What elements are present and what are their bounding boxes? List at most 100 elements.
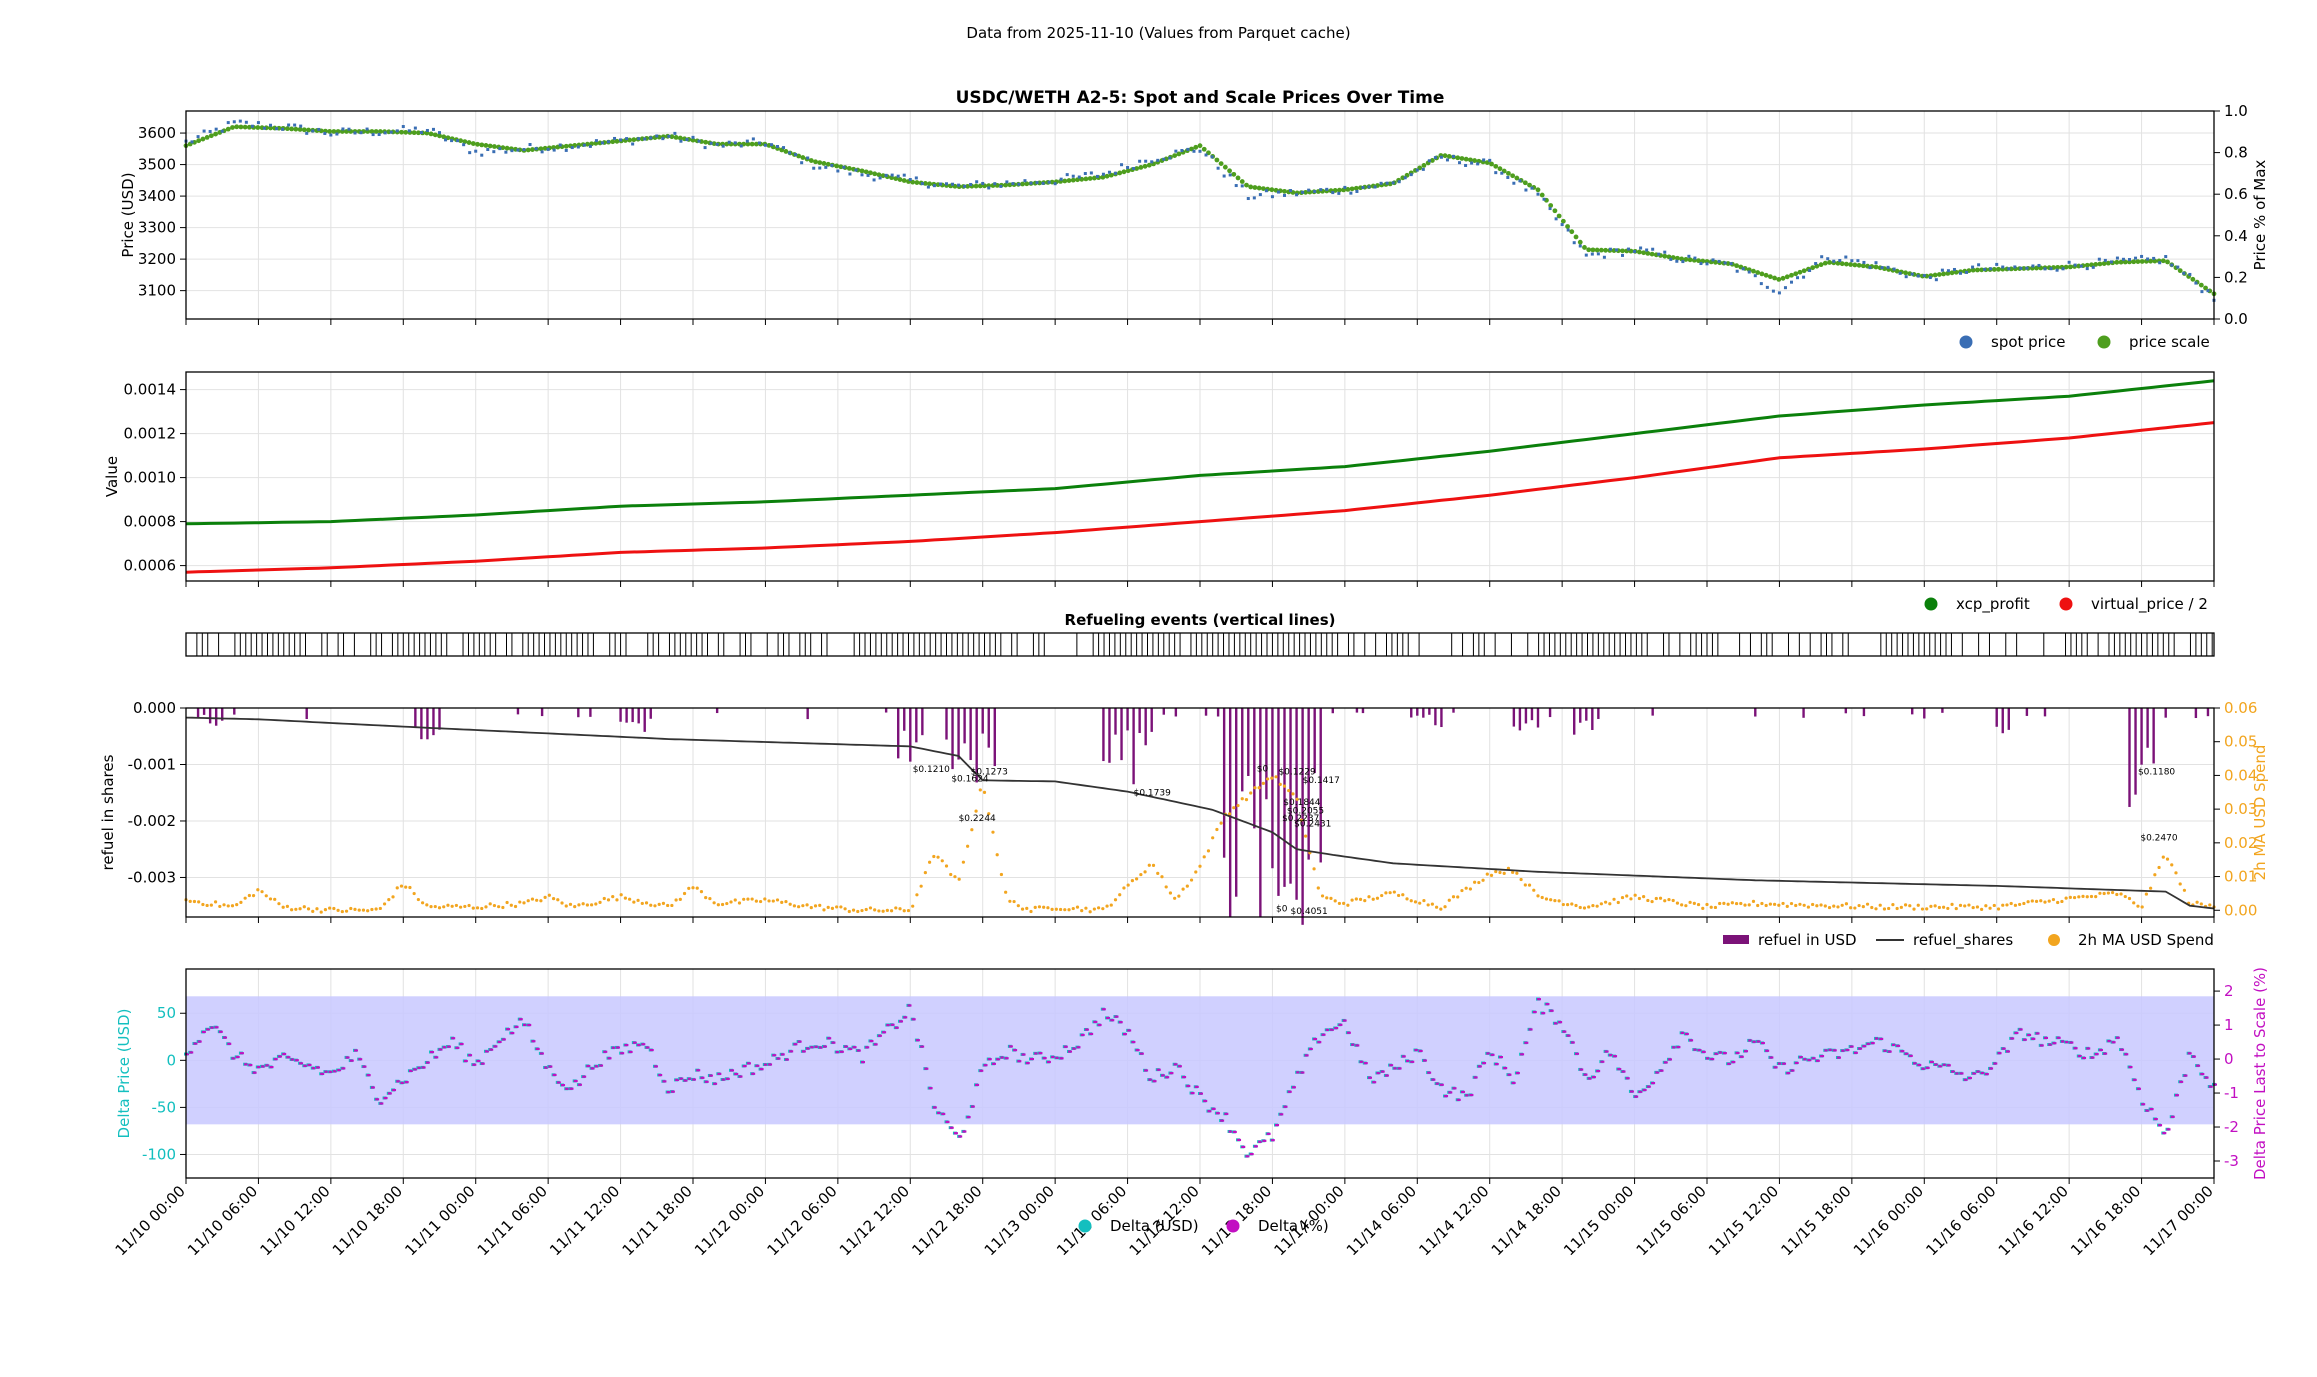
refuel-usd-bar bbox=[2206, 708, 2210, 717]
spot-price-point bbox=[1796, 276, 1800, 280]
refuel-usd-bar bbox=[214, 708, 218, 726]
ma-spend-point bbox=[1616, 900, 1620, 905]
spot-price-point bbox=[1258, 193, 1262, 197]
ma-spend-point bbox=[606, 898, 611, 902]
spot-price-point bbox=[697, 139, 701, 143]
delta-pct-point bbox=[1245, 1155, 1250, 1158]
delta-pct-point bbox=[1460, 1090, 1465, 1094]
price-scale-point bbox=[1252, 185, 1258, 190]
delta-pct-point bbox=[1811, 1057, 1816, 1060]
ma-spend-point bbox=[843, 907, 847, 911]
x-tick-label: 11/11 06:00 bbox=[474, 1182, 551, 1259]
legend-virtual-price-marker bbox=[2059, 597, 2073, 611]
refuel-usd-bar bbox=[1911, 708, 1914, 715]
delta-pct-point bbox=[594, 1065, 599, 1068]
spot-price-point bbox=[806, 156, 810, 160]
price-scale-point bbox=[483, 143, 489, 148]
ma-spend-point bbox=[1418, 901, 1422, 905]
delta-pct-point bbox=[2115, 1036, 2120, 1039]
price-scale-point bbox=[1941, 271, 1946, 277]
spot-price-point bbox=[1983, 267, 1987, 271]
delta-pct-point bbox=[201, 1030, 206, 1034]
refuel-usd-bar bbox=[975, 708, 978, 783]
price-scale-point bbox=[242, 124, 248, 130]
spot-price-point bbox=[1560, 223, 1564, 227]
ma-spend-point bbox=[822, 908, 826, 912]
price-scale-point bbox=[1201, 146, 1207, 152]
price-scale-point bbox=[2177, 268, 2183, 274]
price-scale-point bbox=[1848, 262, 1854, 267]
ma-spend-point bbox=[835, 905, 839, 909]
delta-pct-point bbox=[810, 1046, 815, 1049]
delta-pct-point bbox=[615, 1046, 620, 1049]
legend-delta-usd-marker bbox=[1078, 1219, 1092, 1233]
delta-pct-point bbox=[1613, 1055, 1618, 1058]
ma-spend-point bbox=[1219, 821, 1223, 825]
delta-pct-point bbox=[941, 1112, 946, 1116]
spot-price-point bbox=[1596, 252, 1600, 256]
y2-axis-label: Price % of Max bbox=[2251, 160, 2269, 271]
ma-spend-point bbox=[1016, 904, 1020, 908]
ma-spend-point bbox=[1168, 891, 1173, 895]
ma-spend-point bbox=[526, 899, 530, 903]
ma-spend-point bbox=[1920, 907, 1925, 911]
delta-pct-point bbox=[1456, 1098, 1461, 1101]
delta-pct-point bbox=[2111, 1041, 2116, 1044]
ma-spend-point bbox=[682, 891, 687, 896]
delta-pct-point bbox=[1465, 1094, 1470, 1097]
spot-price-point bbox=[1542, 197, 1546, 201]
ma-spend-point bbox=[518, 900, 522, 904]
ma-spend-point bbox=[1705, 902, 1709, 907]
delta-pct-point bbox=[911, 1018, 916, 1021]
ma-spend-point bbox=[1882, 907, 1887, 911]
delta-pct-point bbox=[1393, 1067, 1398, 1070]
refuel-usd-bar bbox=[1120, 708, 1123, 761]
spot-price-point bbox=[431, 127, 435, 131]
spot-price-point bbox=[1023, 179, 1027, 183]
delta-pct-point bbox=[818, 1046, 823, 1049]
ma-spend-point bbox=[1477, 880, 1481, 885]
delta-pct-point bbox=[1815, 1059, 1820, 1062]
delta-pct-point bbox=[1786, 1072, 1791, 1075]
ma-spend-point bbox=[437, 906, 442, 910]
price-scale-point bbox=[1337, 187, 1342, 193]
refuel-usd-bar bbox=[2001, 708, 2004, 734]
price-scale-point bbox=[1104, 173, 1110, 179]
delta-pct-point bbox=[641, 1043, 646, 1046]
refuel-usd-bar bbox=[1265, 708, 1268, 800]
price-scale-point bbox=[432, 132, 438, 138]
spot-price-point bbox=[1373, 185, 1377, 189]
y-tick-label: 3100 bbox=[138, 282, 176, 300]
price-scale-point bbox=[1556, 213, 1562, 219]
spot-price-point bbox=[335, 132, 339, 136]
ma-spend-point bbox=[1798, 902, 1802, 906]
ma-spend-point bbox=[1443, 905, 1447, 909]
delta-pct-point bbox=[1617, 1068, 1622, 1071]
spot-price-point bbox=[1699, 262, 1703, 266]
refuel-usd-bar bbox=[1283, 708, 1286, 887]
ma-spend-point bbox=[273, 897, 277, 901]
delta-pct-point bbox=[945, 1120, 950, 1124]
delta-pct-point bbox=[387, 1092, 392, 1095]
delta-pct-point bbox=[865, 1046, 870, 1049]
delta-pct-point bbox=[776, 1057, 781, 1060]
spot-price-point bbox=[1729, 262, 1733, 266]
price-scale-point bbox=[1594, 247, 1600, 253]
spot-price-point bbox=[1850, 259, 1854, 263]
ma-spend-point bbox=[759, 899, 763, 904]
delta-pct-point bbox=[497, 1040, 502, 1044]
ma-spend-point bbox=[2051, 897, 2056, 902]
legend-virtual-price-label: virtual_price / 2 bbox=[2091, 595, 2208, 614]
ma-spend-point bbox=[1211, 836, 1215, 840]
price-scale-point bbox=[1856, 262, 1862, 268]
ma-spend-point bbox=[1481, 878, 1485, 882]
spot-price-point bbox=[1717, 259, 1721, 263]
ma-spend-point bbox=[1637, 896, 1641, 901]
delta-pct-point bbox=[1346, 1031, 1351, 1034]
delta-pct-point bbox=[2001, 1047, 2006, 1050]
delta-pct-point bbox=[324, 1070, 329, 1073]
price-scale-point bbox=[677, 135, 683, 141]
delta-pct-point bbox=[1549, 1009, 1554, 1012]
ma-spend-point bbox=[1037, 905, 1042, 909]
delta-pct-point bbox=[223, 1036, 228, 1039]
